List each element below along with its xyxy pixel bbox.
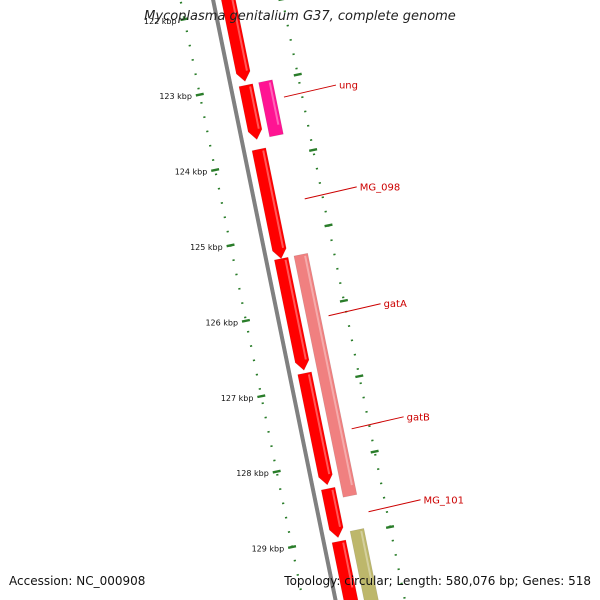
gene-ung: [258, 79, 284, 138]
ruler-tick: [339, 298, 349, 303]
label-leader-line: [304, 186, 357, 200]
gene-shading: [231, 0, 248, 71]
ruler-tick: [226, 243, 235, 248]
kbp-tick-label: 122 kbp: [144, 17, 177, 26]
kbp-tick-label: 125 kbp: [190, 243, 223, 252]
gene-gatb: [297, 371, 333, 486]
gene-mg-101: [320, 486, 344, 539]
map-title: Mycoplasma genitalium G37, complete geno…: [144, 9, 456, 24]
label-leader-line: [328, 303, 381, 317]
gene-shading: [268, 82, 280, 125]
gene-label-mg-098: MG_098: [360, 182, 400, 193]
accession-text: Accession: NC_000908: [9, 574, 146, 588]
ruler-tick: [180, 17, 189, 22]
ruler-tick: [370, 449, 379, 454]
label-leader-line: [368, 499, 421, 513]
ruler-tick: [272, 469, 281, 474]
label-leader-line: [283, 84, 337, 98]
ruler-tick: [287, 545, 297, 549]
gene-feature: [220, 0, 251, 82]
ruler-tick: [308, 148, 318, 152]
kbp-tick-label: 126 kbp: [205, 318, 238, 327]
ruler-tick: [324, 223, 333, 228]
ruler-tick: [355, 374, 364, 379]
gene-feature: [331, 539, 359, 600]
label-leader-line: [351, 416, 404, 430]
ruler-tick: [241, 318, 251, 323]
ruler-tick: [257, 394, 266, 399]
gene-label-gatb: gatB: [407, 412, 430, 423]
genome-backbone: [211, 0, 341, 600]
backbone-highlight: [215, 0, 341, 600]
kbp-tick-label: 124 kbp: [175, 168, 208, 177]
gene-shading: [284, 259, 307, 360]
gene-shading: [304, 255, 353, 486]
gene-gata: [293, 252, 358, 498]
gene-shading: [360, 530, 373, 584]
gene-label-ung: ung: [339, 81, 358, 92]
gene-mg-098: [251, 147, 287, 260]
gene-shading: [262, 150, 285, 249]
gene-feature: [238, 83, 263, 140]
ruler-tick: [293, 72, 302, 77]
kbp-tick-label: 127 kbp: [221, 394, 254, 403]
gene-labels: ung MG_098 gatA gatB MG_101: [283, 81, 464, 513]
kbp-ruler: 122 kbp 123 kbp 124 kbp 125 kbp 126 kbp 127 k…: [144, 0, 407, 600]
genome-summary-text: Topology: circular; Length: 580,076 bp; …: [284, 574, 591, 588]
backbone-strand: [211, 0, 338, 600]
gene-feature: [349, 528, 379, 600]
ruler-tick: [195, 92, 204, 97]
gene-shading: [342, 542, 354, 588]
kbp-tick-label: 123 kbp: [159, 92, 192, 101]
gene-shading: [331, 489, 341, 528]
gene-shading: [307, 374, 331, 475]
gene-features: [220, 0, 379, 600]
gene-feature: [273, 256, 310, 371]
ruler-tick: [210, 168, 220, 172]
ruler-tick: [385, 525, 395, 529]
gene-label-gata: gatA: [384, 299, 407, 310]
kbp-tick-label: 129 kbp: [252, 545, 285, 554]
kbp-tick-label: 128 kbp: [236, 469, 269, 478]
gene-shading: [249, 86, 260, 129]
gene-label-mg-101: MG_101: [424, 495, 464, 506]
